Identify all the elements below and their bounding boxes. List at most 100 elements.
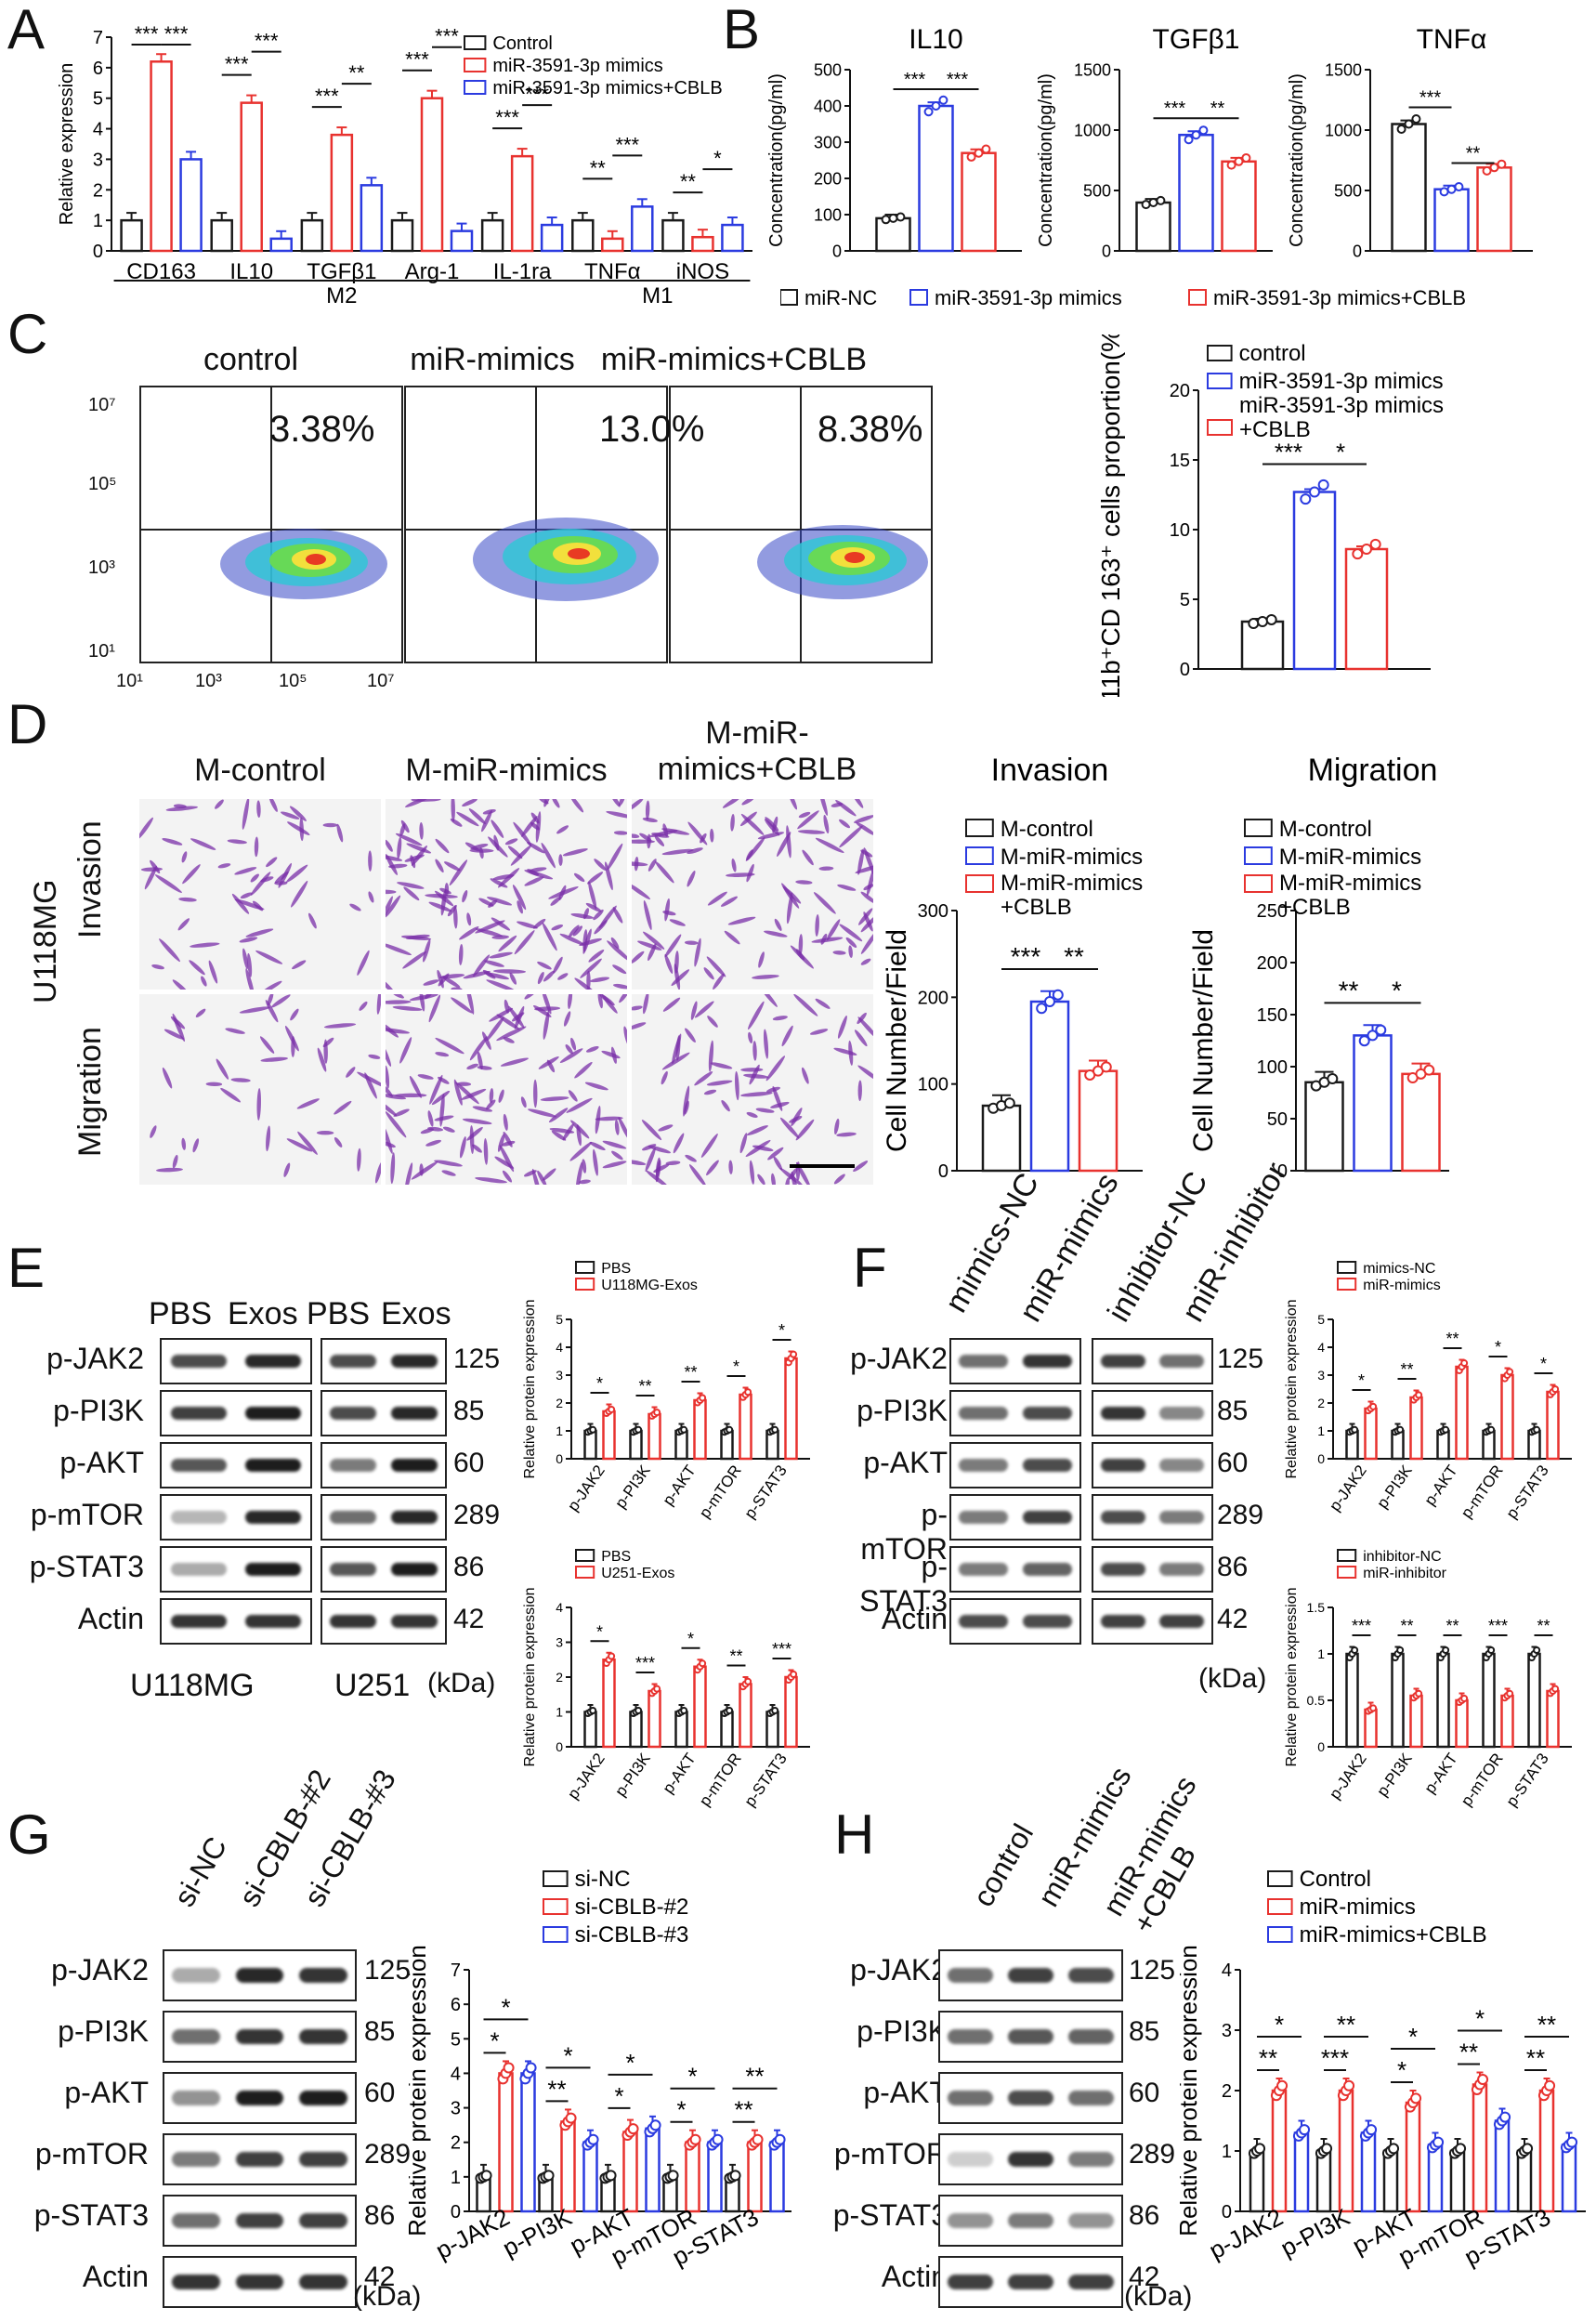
bar (622, 2131, 638, 2213)
bar (1401, 1072, 1441, 1173)
data-point (1358, 1035, 1370, 1047)
blot-kda: 289 (1217, 1500, 1264, 1530)
blot-kda: 42 (1129, 2262, 1160, 2292)
legend-label: M-miR-mimics (1001, 871, 1143, 896)
significance-label: *** (405, 48, 429, 72)
blot-band (244, 1355, 302, 1368)
blot-strip (321, 1338, 447, 1384)
significance-label: ** (590, 156, 607, 179)
blot-strip (1092, 1494, 1213, 1541)
bar (1249, 2149, 1265, 2213)
legend-swatch (575, 1566, 595, 1579)
y-tick-label: 6 (93, 59, 103, 79)
data-point (680, 1707, 688, 1714)
bar (1391, 123, 1427, 253)
blot-band (1023, 1459, 1072, 1472)
significance-label: * (1408, 2023, 1418, 2051)
bar (648, 1412, 661, 1461)
micrograph-migration-1 (139, 994, 381, 1185)
chart-title: Migration (1308, 753, 1438, 788)
y-tick-label: 10 (1170, 520, 1190, 541)
blot-label: p-PI3K (857, 1394, 948, 1427)
y-axis-label: Relative expression (57, 63, 77, 226)
data-point (1366, 2124, 1378, 2136)
data-point (1432, 2136, 1445, 2148)
category-label: p-STAT3 (741, 1750, 791, 1810)
blot-band (1100, 1563, 1145, 1576)
significance-label: *** (1352, 1617, 1371, 1635)
blot-strip (938, 2133, 1123, 2185)
h-col-control: control (966, 1817, 1040, 1912)
bar (961, 151, 997, 253)
y-tick-label: 200 (1257, 953, 1288, 974)
bar (720, 1711, 734, 1749)
y-tick-label: 4 (451, 2064, 461, 2084)
blot-band (1067, 1968, 1115, 1983)
data-point (1367, 1029, 1379, 1042)
blot-strip (163, 2072, 357, 2124)
blot-band (1007, 2029, 1054, 2044)
flow-density-blob (473, 518, 659, 601)
significance-label: * (1336, 439, 1345, 466)
flow-ytick: 10¹ (88, 641, 115, 662)
y-tick-label: 1 (1222, 2142, 1232, 2162)
y-tick-label: 100 (918, 1075, 948, 1095)
bar (739, 1683, 752, 1749)
data-point (1361, 544, 1372, 555)
bar (1338, 2089, 1354, 2213)
micrograph-invasion-1 (139, 799, 381, 990)
blot-band (298, 2275, 347, 2289)
y-tick-label: 0 (938, 1161, 948, 1182)
category-label: p-STAT3 (741, 1462, 791, 1522)
bar (1344, 547, 1389, 671)
blot-label: p-JAK2 (46, 1342, 144, 1375)
blot-band (235, 2275, 284, 2289)
flow-percent-mimics: 13.0% (599, 409, 705, 450)
y-tick-label: 50 (1267, 1109, 1288, 1130)
blot-band (172, 2213, 221, 2228)
blot-band (329, 1511, 377, 1524)
bar (601, 237, 624, 253)
blot-band (244, 1407, 302, 1420)
y-axis-label: Cell Number/Field (1188, 929, 1219, 1152)
data-point (774, 2133, 786, 2145)
data-point (1522, 2143, 1534, 2155)
y-axis-label: Concentration(pg/ml) (766, 73, 787, 247)
data-point (1184, 135, 1194, 145)
bar (645, 2127, 661, 2213)
significance-label: ** (1537, 2011, 1556, 2039)
chart-b-il10: 0 100 200 300 400 500 Concentration(pg/ml) IL10… (766, 24, 1022, 260)
blot-label: p-AKT (863, 2076, 948, 2109)
category-label: p-PI3K (611, 1462, 654, 1512)
flow-plot-mimics-cblb (669, 386, 933, 663)
significance-label: ** (745, 2063, 764, 2091)
blot-label: Actin (82, 2260, 149, 2293)
blot-band (172, 2275, 221, 2289)
y-axis-label: Relative protein expression (409, 1945, 431, 2236)
data-point (744, 1677, 752, 1685)
data-point (1482, 165, 1492, 176)
y-axis-label: Concentration(pg/ml) (1287, 73, 1307, 247)
e-kda-unit: (kDa) (427, 1668, 496, 1698)
blot-kda: 86 (364, 2200, 396, 2231)
panel-label-h: H (834, 1803, 875, 1866)
y-tick-label: 200 (814, 169, 842, 188)
legend-label: M-control (1279, 817, 1372, 842)
bar (1221, 160, 1257, 253)
y-tick-label: 500 (814, 60, 842, 79)
y-tick-label: 3 (451, 2099, 461, 2119)
significance-label: * (687, 1630, 694, 1648)
data-point (1439, 187, 1449, 197)
blot-strip (949, 1494, 1081, 1541)
bar (1409, 1694, 1423, 1749)
y-tick-label: 3 (556, 1634, 563, 1649)
significance-label: ** (1400, 1360, 1413, 1379)
blot-band (235, 2091, 284, 2105)
blot-strip (160, 1598, 312, 1645)
blot-band (390, 1459, 438, 1472)
blot-band (1067, 2275, 1115, 2289)
blot-kda: 86 (1129, 2200, 1160, 2231)
legend-label: mimics-NC (1363, 1261, 1435, 1277)
chart-c-cd163-proportion: 0 5 10 15 20 CD11b⁺CD 163⁺ cells proportion(%… (1096, 334, 1444, 697)
